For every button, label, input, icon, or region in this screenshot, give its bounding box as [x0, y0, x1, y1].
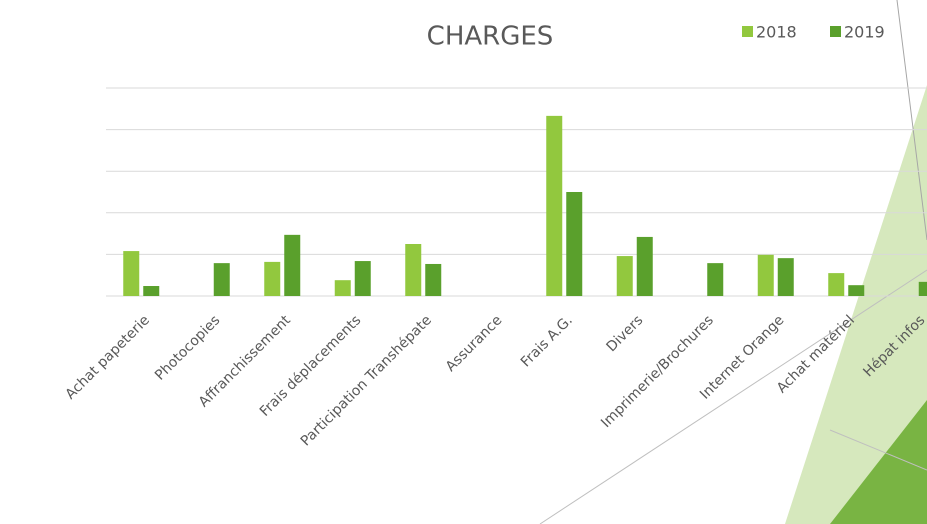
background-line — [539, 269, 927, 524]
bar — [123, 251, 140, 296]
legend-swatch — [830, 26, 841, 37]
legend-label: 2019 — [844, 23, 885, 42]
bar — [425, 263, 442, 296]
bar — [284, 234, 301, 296]
bar — [264, 261, 281, 296]
legend-swatch — [742, 26, 753, 37]
x-tick-label: Photocopies — [152, 312, 223, 383]
bar — [566, 192, 583, 296]
bar — [777, 258, 794, 296]
plot-area: Achat papeterie PhotocopiesAffranchisseme… — [63, 87, 927, 449]
background-shape — [785, 85, 927, 524]
x-tick-label: Achat papeterie — [63, 312, 153, 402]
background-line — [829, 429, 927, 471]
chart-title: CHARGES — [427, 22, 554, 52]
bar — [616, 256, 633, 296]
bar — [707, 263, 724, 296]
x-tick-label: Participation Transhépate — [298, 312, 435, 449]
background-line — [896, 0, 927, 241]
bar — [213, 263, 230, 296]
bar — [354, 261, 371, 296]
bar — [405, 244, 422, 296]
bar — [546, 115, 563, 296]
bar — [143, 286, 160, 296]
x-tick-label: Frais A.G. — [518, 312, 576, 370]
bar — [757, 254, 774, 296]
bar — [918, 281, 927, 296]
bar — [636, 236, 653, 296]
legend-label: 2018 — [756, 23, 797, 42]
bar — [334, 280, 351, 296]
bar — [828, 273, 845, 296]
x-tick-label: Assurance — [443, 312, 506, 375]
x-tick-label: Divers — [604, 312, 647, 355]
background-shape — [830, 400, 927, 524]
bar — [848, 285, 865, 296]
